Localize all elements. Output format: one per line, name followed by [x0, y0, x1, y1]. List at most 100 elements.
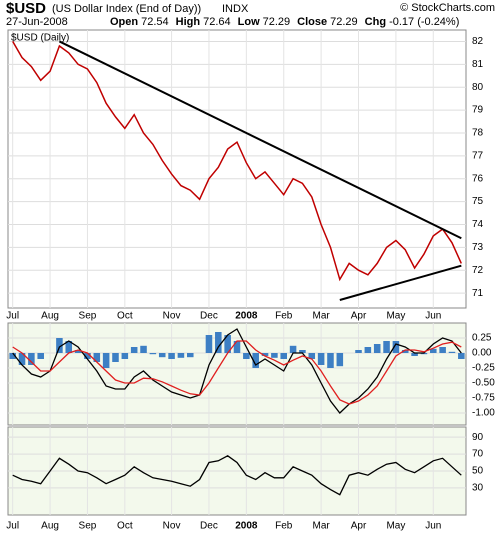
- x-tick-label: Sep: [79, 311, 97, 322]
- histogram-bar: [158, 353, 166, 358]
- y-tick-label: 79: [472, 105, 484, 116]
- histogram-bar: [439, 347, 446, 353]
- histogram-bar: [289, 345, 297, 353]
- x-tick-label: Mar: [313, 521, 331, 532]
- histogram-bar: [56, 338, 63, 353]
- x-tick-label: Mar: [313, 311, 331, 322]
- trendline: [58, 40, 462, 240]
- histogram-bar: [308, 353, 316, 359]
- quote-value: 72.64: [203, 16, 231, 28]
- x-tick-label: Oct: [117, 521, 133, 532]
- quote-value: 72.29: [263, 16, 291, 28]
- quote-value: 72.54: [141, 16, 169, 28]
- histogram-bar: [215, 332, 222, 353]
- histogram-bar: [280, 353, 288, 359]
- histogram-bar: [261, 353, 269, 356]
- histogram-bar: [458, 353, 465, 359]
- quote-label: Close: [297, 16, 327, 28]
- y-tick-label: 81: [472, 59, 484, 70]
- x-tick-label: 2008: [235, 311, 258, 322]
- histogram-bar: [149, 353, 157, 355]
- series-line: [12, 455, 462, 496]
- y-tick-label: 0.25: [472, 333, 492, 344]
- x-tick-label: Aug: [41, 521, 59, 532]
- x-tick-label: Jul: [6, 521, 19, 532]
- x-tick-label: Feb: [275, 311, 293, 322]
- x-tick-label: Dec: [200, 521, 218, 532]
- y-tick-label: 90: [472, 432, 484, 443]
- histogram-bar: [65, 341, 73, 353]
- histogram-bar: [93, 353, 101, 362]
- histogram-bar: [9, 353, 16, 359]
- histogram-bar: [411, 353, 418, 356]
- x-tick-label: May: [386, 311, 405, 322]
- histogram-bar: [373, 344, 381, 353]
- credit: © StockCharts.com: [400, 2, 495, 14]
- x-tick-label: 2008: [235, 521, 258, 532]
- y-tick-label: 30: [472, 483, 484, 494]
- x-tick-label: Apr: [351, 521, 367, 532]
- y-tick-label: 77: [472, 150, 484, 161]
- histogram-bar: [336, 353, 344, 367]
- y-tick-label: -0.75: [472, 393, 495, 404]
- histogram-bar: [112, 353, 119, 362]
- y-tick-label: -1.00: [472, 408, 495, 419]
- histogram-bar: [243, 353, 250, 359]
- symbol: $USD: [6, 0, 46, 17]
- histogram-bar: [233, 341, 241, 353]
- panel: [7, 322, 467, 426]
- y-tick-label: 78: [472, 128, 484, 139]
- y-tick-label: 70: [472, 449, 484, 460]
- x-tick-label: Oct: [117, 311, 133, 322]
- histogram-bar: [102, 353, 110, 368]
- histogram-bar: [121, 353, 129, 359]
- histogram-bar: [355, 350, 362, 353]
- quote-label: Open: [110, 16, 138, 28]
- quote-label: High: [176, 16, 201, 28]
- histogram-bar: [140, 345, 147, 353]
- histogram-bar: [168, 353, 175, 359]
- x-tick-label: Jul: [6, 311, 19, 322]
- y-tick-label: -0.25: [472, 363, 495, 374]
- histogram-bar: [299, 350, 306, 353]
- y-tick-label: 50: [472, 466, 484, 477]
- x-tick-label: Jun: [425, 311, 441, 322]
- quote-value: 72.29: [330, 16, 358, 28]
- histogram-bar: [74, 350, 82, 353]
- panel: [7, 29, 467, 309]
- histogram-bar: [430, 348, 437, 353]
- y-tick-label: 71: [472, 288, 484, 299]
- series-line: [12, 340, 462, 405]
- exchange: INDX: [222, 3, 249, 15]
- histogram-bar: [383, 341, 390, 353]
- histogram-bar: [252, 353, 259, 368]
- histogram-bar: [224, 335, 231, 353]
- x-tick-label: Nov: [163, 311, 181, 322]
- histogram-bar: [28, 353, 35, 365]
- histogram-bar: [37, 353, 44, 359]
- histogram-bar: [327, 353, 334, 368]
- y-tick-label: 82: [472, 36, 484, 47]
- histogram-bar: [448, 351, 456, 353]
- x-tick-label: Apr: [351, 311, 367, 322]
- histogram-bar: [130, 347, 138, 353]
- histogram-bar: [186, 353, 194, 358]
- histogram-bar: [392, 341, 400, 353]
- y-tick-label: 80: [472, 82, 484, 93]
- trendline: [339, 264, 462, 301]
- y-tick-label: 73: [472, 242, 484, 253]
- quote-date: 27-Jun-2008: [6, 16, 68, 28]
- series-line: [12, 41, 462, 282]
- histogram-bar: [401, 350, 409, 353]
- quote-label: Chg: [365, 16, 386, 28]
- histogram-bar: [84, 353, 91, 359]
- y-tick-label: -0.50: [472, 378, 495, 389]
- quote-label: Low: [238, 16, 260, 28]
- series-line: [12, 328, 462, 414]
- histogram-bar: [18, 353, 26, 365]
- x-tick-label: Aug: [41, 311, 59, 322]
- x-tick-label: Dec: [200, 311, 218, 322]
- description: (US Dollar Index (End of Day)): [52, 3, 201, 15]
- x-tick-label: Feb: [275, 521, 293, 532]
